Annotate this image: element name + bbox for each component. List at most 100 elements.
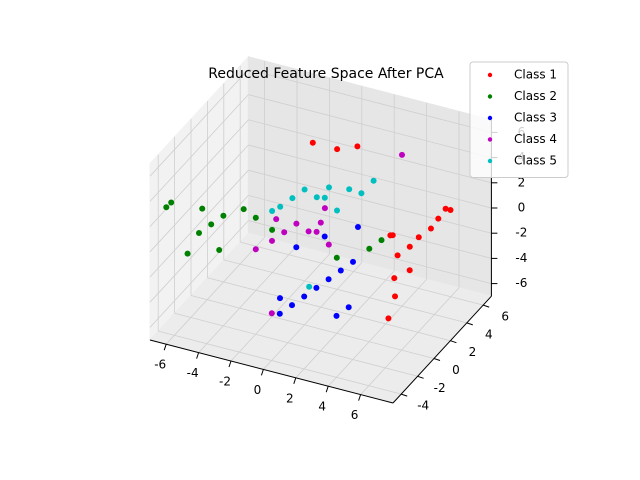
point [378, 237, 385, 244]
point [406, 267, 413, 274]
x-tick [163, 344, 167, 351]
grid-line [248, 144, 492, 209]
point [306, 283, 313, 290]
x-tick-label: -2 [219, 375, 231, 389]
point [334, 207, 340, 214]
y-axis [392, 295, 492, 404]
legend-label: Class 3 [514, 111, 557, 125]
y-tick-label: -4 [417, 399, 429, 413]
legend-box [469, 61, 569, 178]
grid-line [230, 253, 330, 362]
x-tick-label: 2 [286, 391, 294, 405]
grid-line [240, 241, 484, 306]
point [208, 221, 215, 228]
point [358, 190, 365, 197]
point [389, 232, 396, 239]
point [252, 246, 259, 253]
legend-marker [487, 137, 493, 142]
point [392, 293, 399, 300]
legend-label: Class 4 [514, 132, 557, 146]
point [366, 245, 373, 252]
point [196, 230, 202, 236]
legend-label: Class 1 [514, 68, 557, 82]
point [321, 194, 328, 201]
point [184, 250, 191, 257]
point [333, 312, 340, 319]
y-tick [433, 358, 441, 361]
point [435, 215, 442, 222]
y-tick-label: -2 [434, 381, 446, 395]
x-tick [358, 394, 362, 401]
grid-line [248, 169, 492, 234]
point [301, 293, 308, 300]
z-tick-label: 0 [518, 201, 526, 215]
y-tick [450, 340, 457, 344]
y-tick-label: 6 [501, 310, 509, 324]
y-tick-label: 0 [452, 363, 460, 377]
point [325, 276, 332, 283]
grid-line [248, 195, 492, 259]
grid-line [248, 220, 492, 284]
point [406, 243, 413, 250]
point [313, 228, 320, 235]
grid [149, 61, 492, 395]
grid-line [248, 94, 492, 158]
point [321, 205, 328, 212]
point [168, 199, 175, 206]
x-tick [196, 352, 200, 359]
point [354, 143, 361, 150]
point [317, 219, 324, 226]
point [277, 295, 283, 302]
grid-line [149, 94, 249, 202]
x-tick [325, 386, 329, 393]
point [269, 208, 276, 214]
point [281, 229, 288, 236]
grid-line [295, 270, 395, 379]
x-tick-label: 6 [351, 408, 359, 422]
point [391, 275, 398, 282]
grid-line [158, 330, 402, 395]
point [337, 267, 344, 274]
point [415, 234, 422, 241]
x-tick-label: 0 [254, 383, 262, 397]
point [321, 233, 328, 240]
point [394, 252, 401, 259]
z-tick-label: -2 [515, 226, 527, 240]
point [326, 184, 332, 191]
point [427, 225, 434, 232]
x-tick-label: -6 [154, 358, 166, 372]
point [269, 237, 275, 244]
grid-line [190, 295, 435, 359]
point [370, 177, 377, 184]
legend-label: Class 2 [514, 89, 557, 103]
z-tick-label: -4 [515, 251, 527, 265]
point [273, 216, 280, 223]
point [269, 226, 276, 233]
y-tick [401, 393, 408, 397]
grid-line [165, 237, 265, 345]
point [345, 304, 352, 311]
points [163, 139, 454, 322]
grid-line [360, 287, 460, 395]
point [252, 214, 259, 221]
point [293, 220, 300, 227]
grid-line [149, 69, 249, 177]
legend-label: Class 5 [514, 154, 557, 168]
point [289, 302, 295, 309]
grid-line [174, 312, 418, 377]
y-tick [466, 322, 473, 326]
grid-line [198, 245, 298, 353]
point [325, 241, 332, 248]
grid-line [248, 69, 492, 133]
y-tick-label: 4 [485, 327, 493, 341]
point [220, 212, 227, 219]
legend: Class 1 Class 2 Class 3 Class 4 Class 5 [469, 61, 569, 178]
z-tick-label: -6 [515, 276, 527, 290]
legend-marker [487, 115, 493, 121]
y-tick-label: 2 [469, 345, 477, 359]
point [301, 186, 308, 193]
point [346, 186, 353, 193]
point [268, 310, 275, 317]
x-axis [149, 339, 394, 404]
x-tick [228, 360, 232, 368]
